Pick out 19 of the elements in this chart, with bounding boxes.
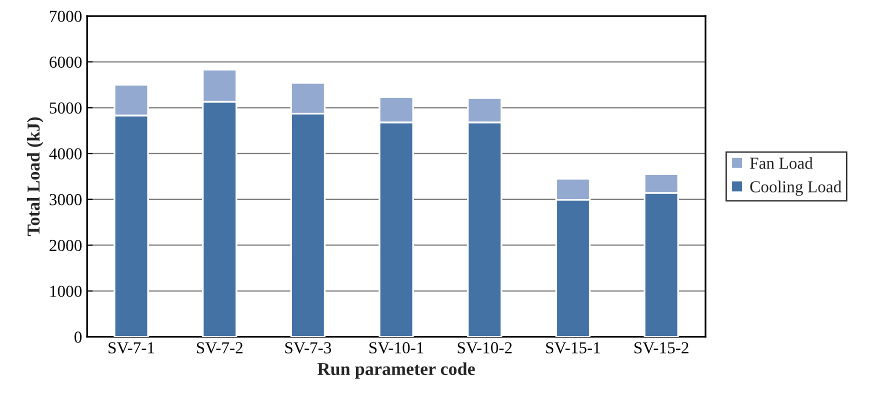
y-tick-label: 6000 <box>50 56 82 68</box>
legend-label: Cooling Load <box>750 180 842 196</box>
y-tick-label: 0 <box>74 332 82 343</box>
y-tick-label: 4000 <box>49 148 82 160</box>
x-tick-label: SV-10-1 <box>369 342 424 354</box>
x-tick-label: SV-15-2 <box>634 342 688 354</box>
y-tick-label: 2000 <box>50 240 82 252</box>
legend-label: Fan Load <box>750 157 813 169</box>
x-tick-label: SV-10-2 <box>458 342 512 354</box>
y-axis-title: Total Load (kJ) <box>26 117 44 236</box>
y-tick-label: 1000 <box>50 286 82 297</box>
x-tick-label: SV-7-2 <box>196 342 242 354</box>
x-tick-label: SV-7-3 <box>285 342 332 354</box>
y-tick-label: 7000 <box>50 10 82 22</box>
y-tick-label: 5000 <box>50 102 82 114</box>
y-tick-label: 3000 <box>50 194 82 206</box>
x-tick-label: SV-15-1 <box>546 342 600 354</box>
x-tick-label: SV-7-1 <box>108 342 154 354</box>
x-axis-title: Run parameter code <box>318 362 475 379</box>
